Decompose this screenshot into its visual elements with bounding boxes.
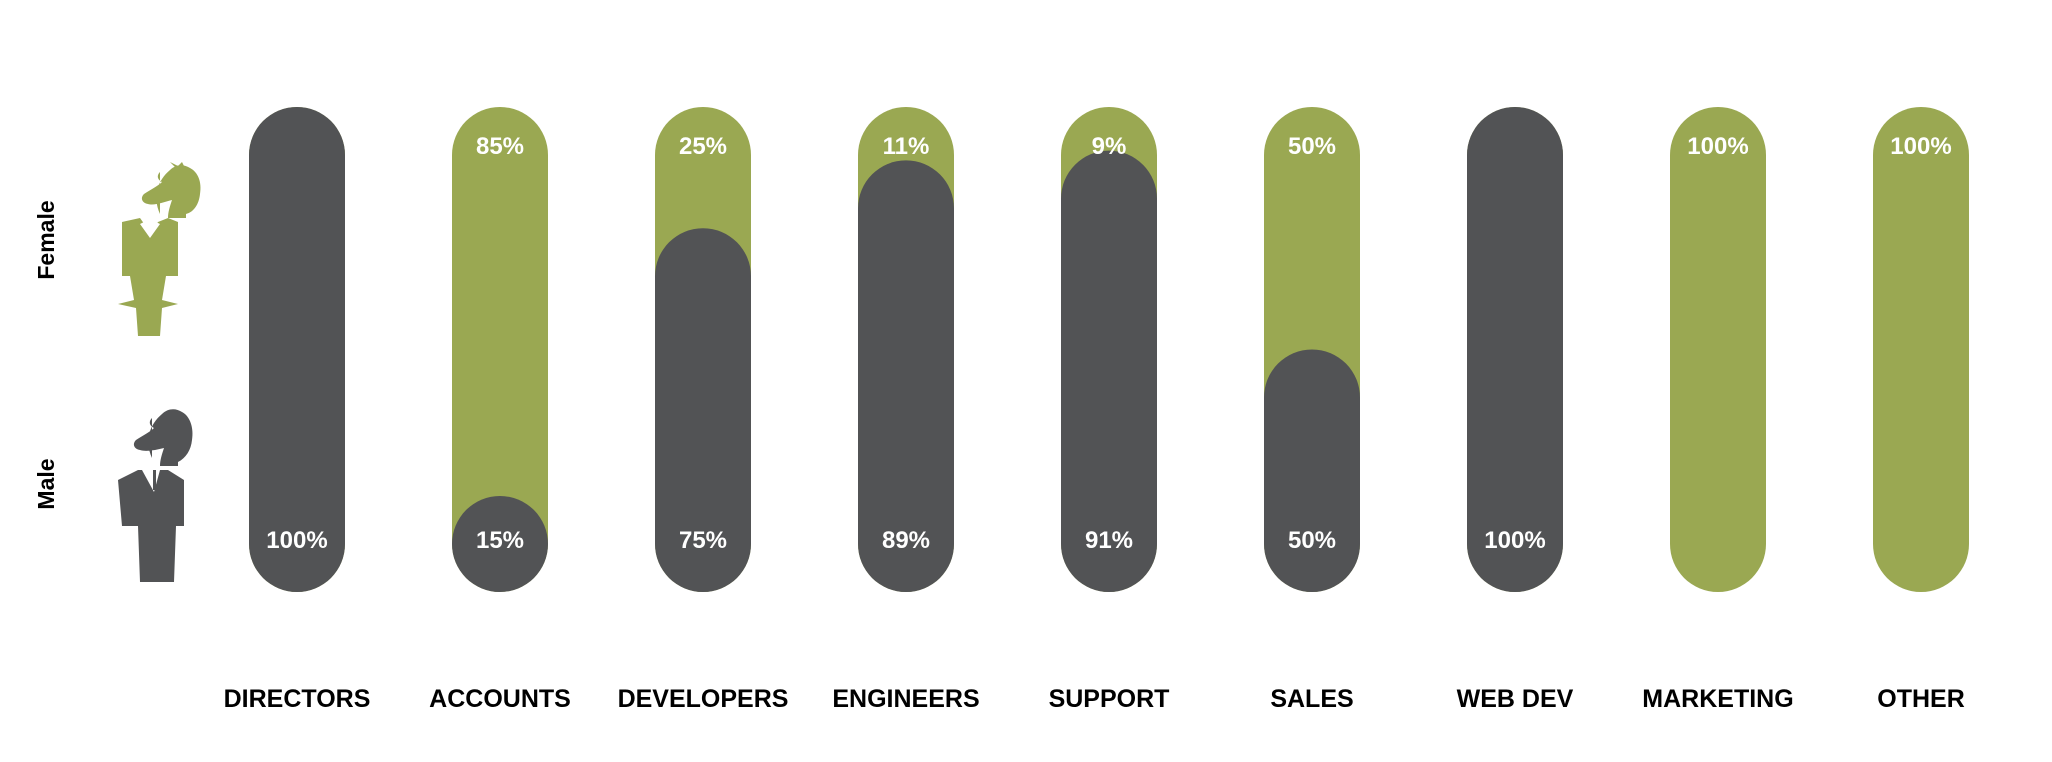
category-label-directors: DIRECTORS [224,685,371,713]
category-label-marketing: MARKETING [1642,685,1793,713]
bar-female-accounts [452,107,548,592]
label-male-support: 91% [1085,527,1133,554]
bar-female-other [1873,107,1969,592]
female-horse-icon [118,162,201,336]
label-male-sales: 50% [1288,527,1336,554]
label-female-developers: 25% [679,133,727,160]
category-label-other: OTHER [1877,685,1965,713]
label-female-marketing: 100% [1687,133,1748,160]
label-male-developers: 75% [679,527,727,554]
bars-layer [249,107,1969,592]
bar-female-marketing [1670,107,1766,592]
label-male-accounts: 15% [476,527,524,554]
legend-label-female: Female [33,200,59,279]
bar-male-directors [249,107,345,592]
category-label-engineers: ENGINEERS [832,685,979,713]
category-label-sales: SALES [1270,685,1353,713]
category-label-support: SUPPORT [1049,685,1170,713]
label-female-other: 100% [1890,133,1951,160]
bar-labels-layer: 100% 85% 15% 25% 75% 11% 89% 9% 91% 50% 50% 100% 100… [266,133,1951,554]
label-female-support: 9% [1092,133,1127,160]
bar-male-developers [655,228,751,592]
category-label-accounts: ACCOUNTS [429,685,571,713]
label-male-directors: 100% [266,527,327,554]
bar-male-accounts [452,496,548,592]
legend-label-male: Male [33,458,59,509]
label-female-accounts: 85% [476,133,524,160]
label-female-sales: 50% [1288,133,1336,160]
bar-male-web-dev [1467,107,1563,592]
male-horse-icon [118,409,193,582]
category-label-developers: DEVELOPERS [618,685,789,713]
category-label-web-dev: WEB DEV [1457,685,1574,713]
bar-male-sales [1264,349,1360,592]
bar-male-engineers [858,160,954,592]
label-male-web-dev: 100% [1484,527,1545,554]
label-male-engineers: 89% [882,527,930,554]
bar-male-support [1061,150,1157,592]
label-female-engineers: 11% [883,133,930,160]
category-labels-layer: DIRECTORS ACCOUNTS DEVELOPERS ENGINEERS SUPP… [224,685,1965,713]
